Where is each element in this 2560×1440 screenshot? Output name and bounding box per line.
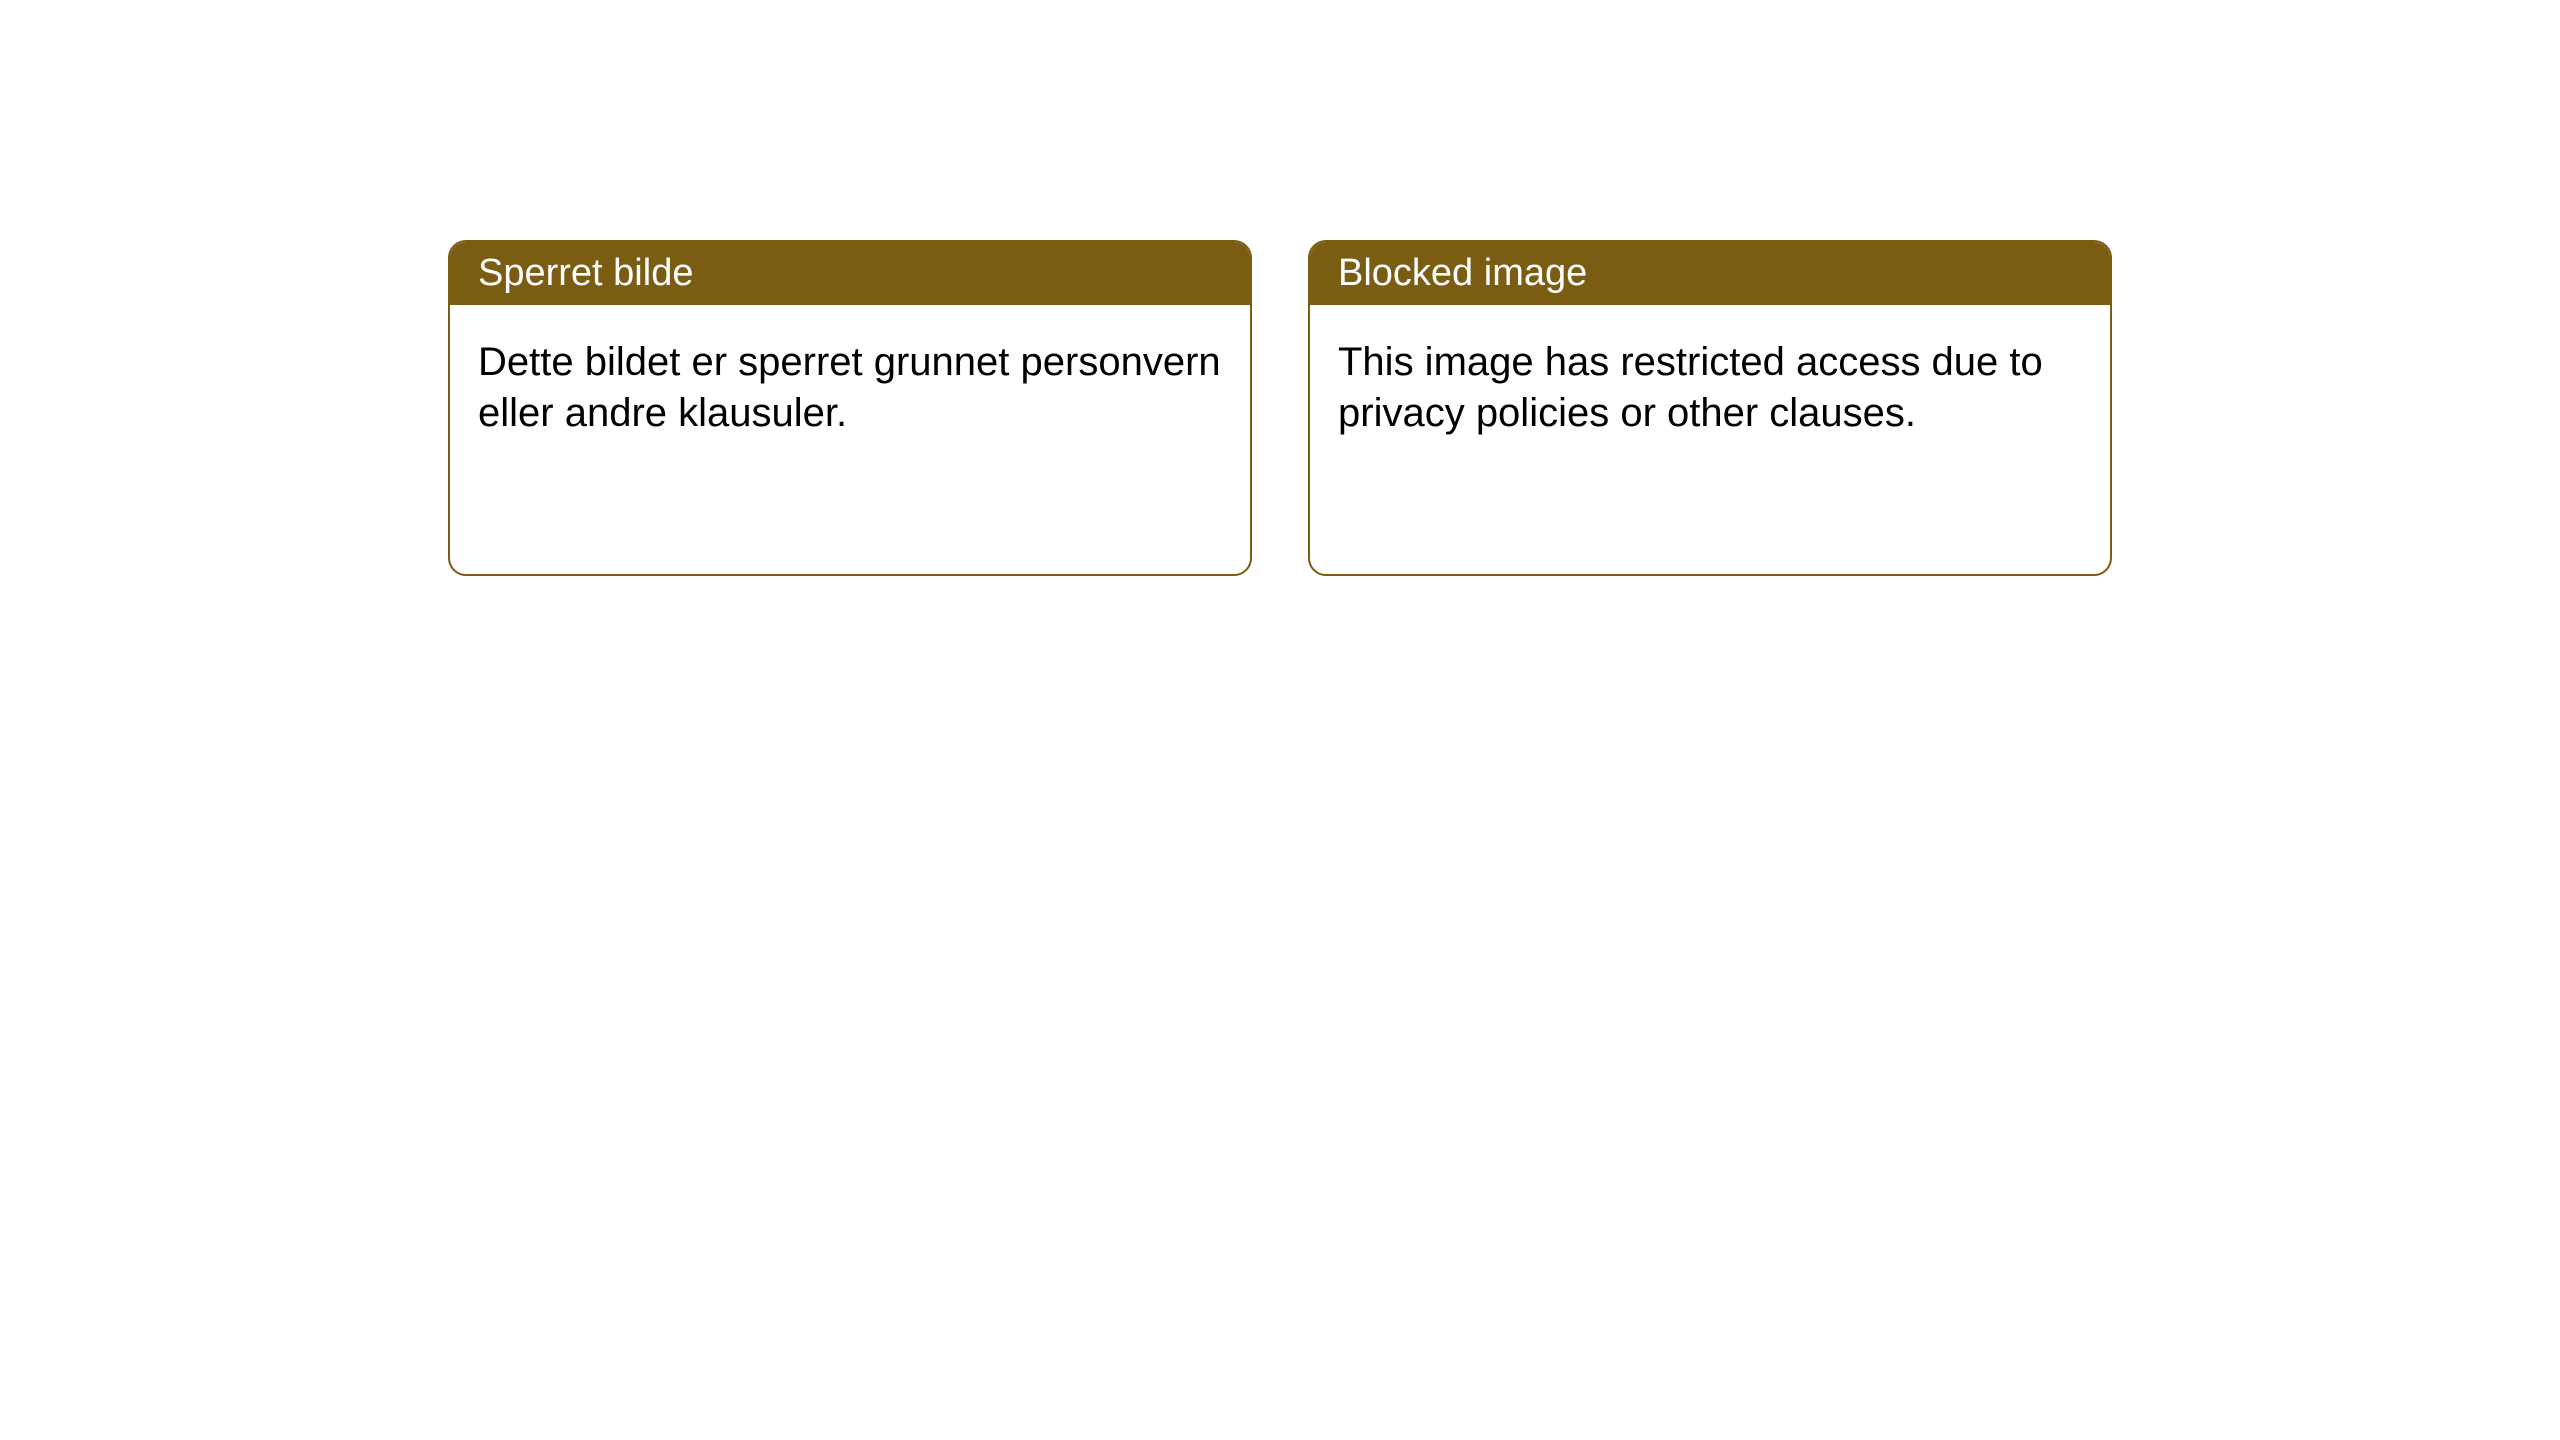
notice-card-body: This image has restricted access due to … bbox=[1310, 305, 2110, 471]
notice-card-header: Blocked image bbox=[1310, 242, 2110, 305]
notice-title: Sperret bilde bbox=[478, 252, 693, 294]
notice-card-english: Blocked image This image has restricted … bbox=[1308, 240, 2112, 576]
notice-card-header: Sperret bilde bbox=[450, 242, 1250, 305]
notice-container: Sperret bilde Dette bildet er sperret gr… bbox=[0, 0, 2560, 576]
notice-body-text: This image has restricted access due to … bbox=[1338, 340, 2043, 435]
notice-title: Blocked image bbox=[1338, 252, 1587, 294]
notice-card-norwegian: Sperret bilde Dette bildet er sperret gr… bbox=[448, 240, 1252, 576]
notice-card-body: Dette bildet er sperret grunnet personve… bbox=[450, 305, 1250, 471]
notice-body-text: Dette bildet er sperret grunnet personve… bbox=[478, 340, 1221, 435]
